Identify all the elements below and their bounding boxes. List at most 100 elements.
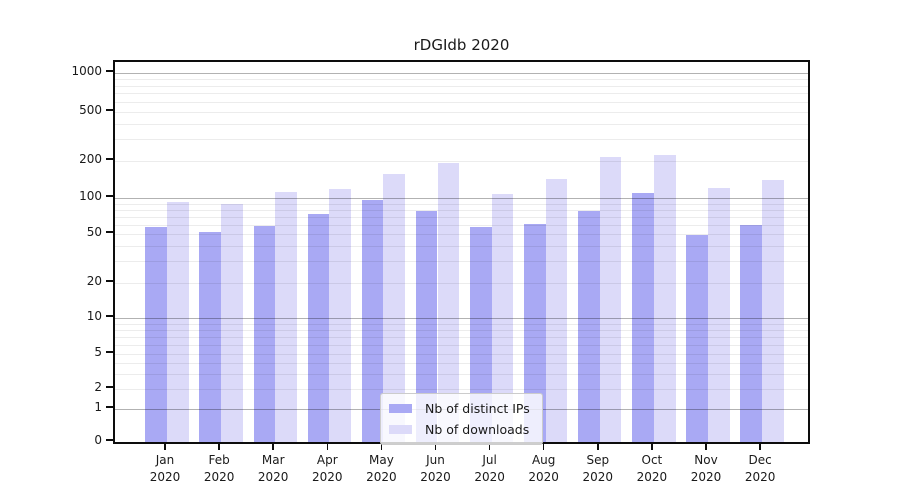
minor-gridline-500 [115, 112, 808, 113]
x-tick-mark-dec [759, 444, 761, 450]
bars-layer [115, 62, 808, 442]
x-tick-mark-may [380, 444, 383, 450]
bar-distinct-ips-jun [415, 210, 438, 442]
minor-gridline-30 [115, 261, 808, 263]
minor-gridline-700 [115, 93, 808, 95]
grid-layer [115, 62, 808, 442]
bar-downloads-jul [491, 194, 514, 442]
x-tick-mark-mar [272, 444, 274, 450]
x-tick-mark-nov [705, 444, 707, 450]
y-tick-mark-100 [106, 195, 113, 197]
y-tick-label-1: 1 [94, 400, 102, 414]
minor-gridline-900 [115, 78, 808, 80]
y-tick-mark-0 [106, 439, 113, 441]
y-tick-label-100: 100 [79, 189, 102, 203]
x-tick-label-feb: Feb 2020 [203, 453, 235, 484]
y-tick-mark-500 [106, 109, 113, 111]
x-tick-mark-jan [164, 444, 166, 450]
bar-downloads-aug [545, 178, 568, 442]
y-tick-label-20: 20 [86, 274, 102, 288]
legend-swatch-downloads [389, 425, 412, 434]
bar-distinct-ips-sep [578, 210, 600, 442]
legend-item-distinct-ips: Nb of distinct IPs [389, 401, 530, 416]
legend-label-downloads: Nb of downloads [425, 422, 530, 437]
plot-area: Nb of distinct IPs Nb of downloads [113, 60, 810, 445]
x-tick-label-nov: Nov 2020 [690, 453, 722, 484]
minor-gridline-6 [115, 344, 808, 346]
x-tick-mark-aug [542, 444, 545, 450]
minor-gridline-90 [115, 203, 808, 205]
minor-gridline-800 [115, 85, 808, 87]
y-tick-mark-5 [106, 351, 113, 353]
y-tick-mark-20 [106, 280, 113, 282]
bar-distinct-ips-aug [524, 223, 546, 442]
bar-downloads-apr [329, 189, 351, 442]
bar-distinct-ips-apr [307, 214, 330, 442]
x-tick-label-apr: Apr 2020 [312, 453, 343, 484]
y-tick-label-500: 500 [79, 103, 102, 117]
x-tick-mark-feb [218, 444, 220, 450]
x-tick-label-jun: Jun 2020 [420, 453, 451, 484]
bar-downloads-mar [275, 192, 297, 442]
major-gridline-10 [115, 318, 808, 320]
minor-gridline-200 [115, 161, 808, 162]
minor-gridline-80 [115, 209, 808, 211]
x-tick-label-jan: Jan 2020 [149, 453, 181, 484]
y-tick-mark-1000 [106, 70, 113, 72]
y-tick-label-10: 10 [86, 309, 102, 323]
x-tick-mark-jul [488, 444, 491, 450]
bar-downloads-jun [437, 162, 460, 442]
y-tick-label-200: 200 [79, 152, 102, 166]
y-tick-label-5: 5 [94, 345, 102, 359]
y-tick-label-1000: 1000 [71, 64, 102, 78]
minor-gridline-40 [115, 245, 808, 247]
bar-distinct-ips-oct [632, 192, 654, 442]
minor-gridline-400 [115, 123, 808, 125]
x-tick-label-mar: Mar 2020 [257, 453, 289, 484]
x-tick-label-dec: Dec 2020 [744, 453, 776, 484]
minor-gridline-3 [115, 373, 808, 375]
minor-gridline-70 [115, 216, 808, 218]
bar-downloads-nov [708, 187, 730, 442]
x-tick-label-oct: Oct 2020 [636, 453, 668, 484]
minor-gridline-600 [115, 101, 808, 103]
x-tick-label-sep: Sep 2020 [582, 453, 614, 484]
y-tick-mark-10 [106, 315, 113, 317]
minor-gridline-8 [115, 329, 808, 331]
bar-downloads-dec [762, 179, 784, 442]
chart-title: rDGIdb 2020 [413, 36, 510, 54]
minor-gridline-60 [115, 224, 808, 226]
y-tick-mark-1 [106, 406, 113, 408]
minor-gridline-20 [115, 283, 808, 284]
bar-distinct-ips-nov [686, 235, 708, 442]
minor-gridline-4 [115, 362, 808, 364]
x-tick-label-aug: Aug 2020 [528, 453, 559, 484]
bar-distinct-ips-jul [469, 227, 492, 442]
x-tick-label-jul: Jul 2020 [474, 453, 505, 484]
minor-gridline-9 [115, 323, 808, 325]
y-tick-mark-200 [106, 158, 113, 160]
bar-downloads-oct [653, 154, 676, 442]
bar-downloads-may [383, 173, 406, 442]
legend: Nb of distinct IPs Nb of downloads [380, 393, 543, 445]
major-gridline-100 [115, 198, 808, 200]
bar-distinct-ips-feb [199, 232, 222, 442]
x-tick-label-may: May 2020 [366, 453, 397, 484]
legend-item-downloads: Nb of downloads [389, 422, 530, 437]
legend-label-distinct-ips: Nb of distinct IPs [425, 401, 530, 416]
x-tick-mark-sep [597, 444, 599, 450]
x-tick-mark-oct [651, 444, 653, 450]
bar-distinct-ips-jan [145, 227, 167, 442]
bar-downloads-sep [599, 157, 622, 442]
y-tick-mark-2 [106, 386, 113, 388]
y-tick-mark-50 [106, 231, 113, 233]
y-tick-label-50: 50 [86, 225, 102, 239]
x-tick-mark-apr [326, 444, 329, 450]
bar-distinct-ips-mar [253, 226, 276, 442]
bar-distinct-ips-dec [740, 225, 763, 442]
x-tick-mark-jun [434, 444, 437, 450]
bar-distinct-ips-may [361, 200, 384, 442]
minor-gridline-50 [115, 234, 808, 235]
major-gridline-1000 [115, 73, 808, 75]
